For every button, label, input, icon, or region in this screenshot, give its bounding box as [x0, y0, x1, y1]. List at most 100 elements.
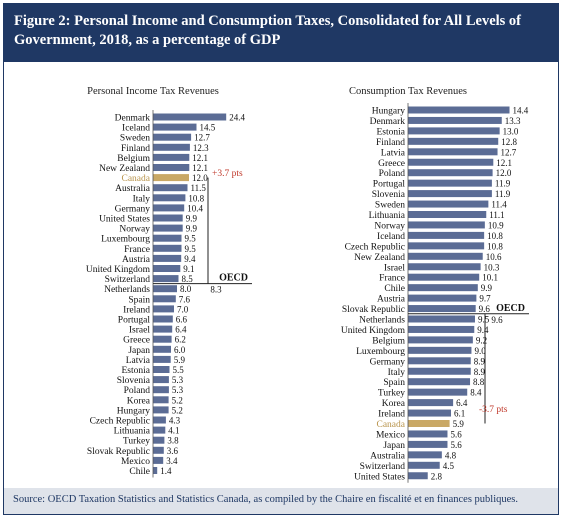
value-label: 3.6 — [167, 446, 179, 456]
category-label: Hungary — [117, 406, 150, 416]
category-label: Switzerland — [360, 462, 406, 472]
bar-australia — [153, 184, 188, 192]
category-label: Luxembourg — [356, 347, 405, 357]
value-label: 12.1 — [496, 158, 512, 168]
category-label: United Kingdom — [86, 265, 151, 275]
value-label: 9.5 — [185, 234, 197, 244]
bar-korea — [408, 399, 454, 407]
category-label: Australia — [115, 184, 151, 194]
category-label: Canada — [122, 174, 151, 184]
figure-title: Figure 2: Personal Income and Consumptio… — [14, 13, 522, 48]
value-label: 9.1 — [183, 264, 194, 274]
category-label: Estonia — [377, 127, 406, 137]
bar-germany — [153, 204, 185, 212]
bar-spain — [408, 378, 471, 386]
category-label: Turkey — [123, 437, 150, 447]
bar-hungary — [153, 406, 169, 414]
category-label: Estonia — [122, 366, 151, 376]
bar-greece — [153, 335, 172, 343]
value-label: 12.0 — [192, 173, 208, 183]
bar-chile — [153, 467, 158, 474]
category-label: Israel — [384, 263, 405, 273]
value-label: 5.6 — [450, 440, 462, 450]
bar-germany — [408, 357, 471, 365]
category-label: France — [124, 245, 150, 255]
bar-italy — [153, 194, 186, 202]
bar-france — [153, 244, 182, 252]
category-label: Latvia — [381, 148, 406, 158]
category-label: Korea — [382, 399, 406, 409]
value-label: 12.7 — [194, 133, 210, 143]
bar-slovak-republic — [408, 305, 476, 313]
category-label: Finland — [121, 144, 150, 154]
bar-united-states — [153, 214, 183, 222]
category-label: Iceland — [377, 232, 405, 242]
value-label: 4.3 — [169, 416, 181, 426]
category-label: Spain — [128, 295, 150, 305]
value-label: 6.0 — [174, 345, 186, 355]
value-label: 3.8 — [167, 436, 179, 446]
bar-united-kingdom — [153, 265, 181, 272]
bar-slovenia — [153, 376, 169, 384]
value-label: 8.9 — [474, 367, 486, 377]
bar-latvia — [153, 355, 171, 363]
bar-austria — [408, 294, 477, 302]
category-label: Denmark — [370, 117, 406, 127]
bar-finland — [153, 143, 190, 151]
category-label: Iceland — [122, 124, 150, 134]
value-label: 8.5 — [182, 274, 194, 284]
category-label: Norway — [119, 225, 150, 235]
value-label: 10.6 — [486, 252, 502, 262]
bar-japan — [408, 440, 448, 448]
bar-denmark — [153, 113, 227, 121]
value-label: 11.1 — [489, 210, 504, 220]
value-label: 10.1 — [482, 273, 498, 283]
category-label: Japan — [128, 346, 150, 356]
category-label: Czech Republic — [345, 242, 405, 252]
category-label: Lithuania — [114, 427, 151, 437]
value-label: 2.8 — [431, 471, 443, 481]
category-label: Canada — [377, 420, 406, 430]
value-label: 12.1 — [192, 153, 208, 163]
bar-belgium — [153, 153, 190, 161]
bar-united-states — [408, 472, 428, 480]
value-label: 4.5 — [443, 461, 455, 471]
value-label: 11.5 — [191, 183, 207, 193]
value-label: 6.6 — [176, 315, 188, 325]
bar-slovenia — [408, 190, 492, 198]
bar-iceland — [153, 123, 197, 131]
bar-slovak-republic — [153, 446, 164, 454]
bar-portugal — [153, 315, 173, 323]
bar-czech-republic — [408, 242, 485, 250]
category-label: Austria — [122, 255, 151, 265]
value-label: 10.8 — [487, 231, 503, 241]
value-label: 11.9 — [495, 179, 511, 189]
bar-lithuania — [153, 426, 166, 434]
category-label: Israel — [129, 326, 150, 336]
bar-canada — [153, 174, 189, 182]
value-label: 5.6 — [450, 429, 462, 439]
value-label: 10.8 — [188, 193, 204, 203]
bar-estonia — [408, 127, 500, 135]
category-label: Turkey — [378, 389, 405, 399]
value-label: 3.4 — [166, 456, 178, 466]
category-label: France — [379, 274, 405, 284]
value-label: 6.2 — [175, 335, 186, 345]
value-label: 12.8 — [501, 137, 517, 147]
bar-chile — [408, 284, 478, 292]
category-label: Greece — [378, 159, 405, 169]
category-label: Chile — [129, 467, 150, 477]
bar-poland — [408, 169, 493, 177]
category-label: Belgium — [372, 336, 405, 346]
bar-canada — [408, 420, 450, 427]
value-label: 6.4 — [456, 398, 468, 408]
category-label: Slovak Republic — [87, 447, 150, 457]
bar-norway — [408, 221, 485, 229]
bar-turkey — [408, 388, 468, 396]
value-label: 9.9 — [186, 224, 198, 234]
category-label: Czech Republic — [90, 417, 150, 427]
value-label: 13.0 — [503, 126, 519, 136]
bar-czech-republic — [153, 416, 166, 424]
category-label: Hungary — [372, 107, 405, 117]
category-label: Slovak Republic — [342, 305, 405, 315]
